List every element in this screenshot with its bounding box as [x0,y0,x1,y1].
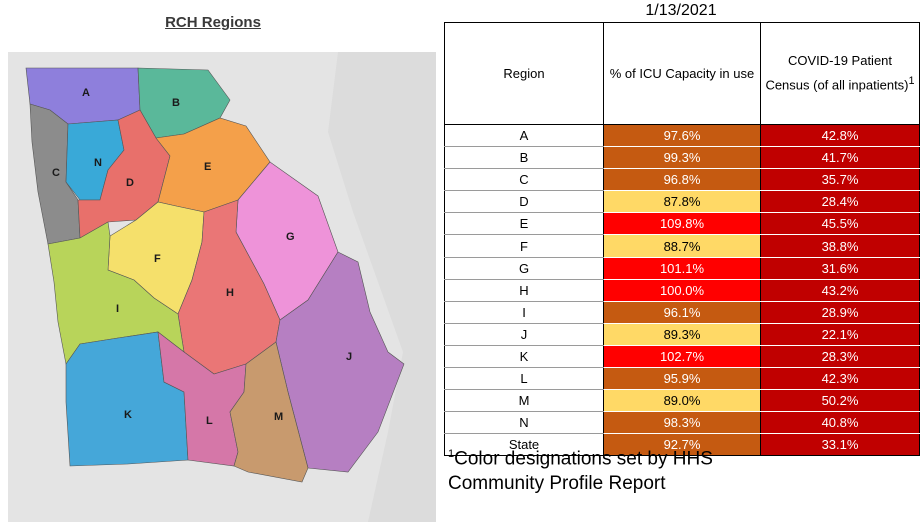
cell-icu: 109.8% [603,212,761,236]
cell-census: 41.7% [760,146,920,170]
cell-census: 42.8% [760,124,920,148]
cell-region: K [444,345,604,369]
region-label-D: D [126,177,134,189]
header-region: Region [444,22,604,125]
map-background-east [328,52,436,522]
cell-region: J [444,323,604,346]
cell-census: 33.1% [760,433,920,457]
cell-icu: 96.8% [603,168,761,192]
header-census-sup: 1 [908,75,915,88]
region-label-A: A [82,87,90,99]
cell-icu: 92.7% [603,433,761,457]
cell-region: H [444,279,604,302]
region-I [47,221,185,365]
region-label-M: M [274,411,283,423]
cell-icu: 88.7% [603,234,761,258]
cell-region: State [444,433,604,457]
cell-census: 28.9% [760,301,920,324]
region-label-H: H [226,287,234,299]
cell-census: 43.2% [760,279,920,302]
icu-capacity-table: Region % of ICU Capacity in use COVID-19… [444,22,920,457]
region-label-F: F [154,253,161,265]
cell-icu: 100.0% [603,279,761,302]
cell-region: I [444,301,604,324]
cell-census: 22.1% [760,323,920,346]
table-row: C 96.8% 35.7% [444,168,920,192]
region-label-J: J [346,351,352,363]
cell-icu: 89.0% [603,389,761,413]
region-label-C: C [52,167,60,179]
cell-icu: 101.1% [603,257,761,280]
cell-region: L [444,367,604,391]
table-body: A 97.6% 42.8% B 99.3% 41.7% C 96.8% 35.7% D 87.8% 2… [444,124,920,457]
cell-icu: 97.6% [603,124,761,148]
table-row: A 97.6% 42.8% [444,124,920,148]
header-census-text: COVID-19 Patient Census (of all inpatien… [765,53,909,93]
table-row: N 98.3% 40.8% [444,411,920,435]
cell-icu: 99.3% [603,146,761,170]
cell-region: F [444,234,604,258]
cell-region: D [444,190,604,214]
cell-census: 42.3% [760,367,920,391]
cell-census: 45.5% [760,212,920,236]
table-date: 1/13/2021 [645,2,717,19]
cell-icu: 96.1% [603,301,761,324]
footnote: 1Color designations set by HHS Community… [448,442,748,496]
cell-icu: 98.3% [603,411,761,435]
cell-region: A [444,124,604,148]
table-row: I 96.1% 28.9% [444,301,920,324]
cell-census: 40.8% [760,411,920,435]
georgia-region-map: A B C N D E G F H I J K L M [8,52,436,522]
region-label-B: B [172,97,180,109]
table-row: H 100.0% 43.2% [444,279,920,302]
cell-icu: 89.3% [603,323,761,346]
cell-census: 50.2% [760,389,920,413]
region-M [229,341,309,483]
table-row: G 101.1% 31.6% [444,257,920,280]
region-label-N: N [94,157,102,169]
cell-region: G [444,257,604,280]
table-row: L 95.9% 42.3% [444,367,920,391]
table-row: F 88.7% 38.8% [444,234,920,258]
cell-census: 28.3% [760,345,920,369]
cell-census: 28.4% [760,190,920,214]
region-label-L: L [206,415,213,427]
footnote-sup: 1 [448,448,455,460]
header-census: COVID-19 Patient Census (of all inpatien… [760,22,920,125]
cell-region: N [444,411,604,435]
region-label-G: G [286,231,295,243]
table-row: D 87.8% 28.4% [444,190,920,214]
table-row: K 102.7% 28.3% [444,345,920,369]
table-row: M 89.0% 50.2% [444,389,920,413]
cell-region: E [444,212,604,236]
region-label-E: E [204,161,211,173]
cell-region: C [444,168,604,192]
cell-region: M [444,389,604,413]
header-icu: % of ICU Capacity in use [603,22,761,125]
map-svg: A B C N D E G F H I J K L M [8,52,436,522]
region-label-K: K [124,409,132,421]
table-row: B 99.3% 41.7% [444,146,920,170]
cell-census: 35.7% [760,168,920,192]
table-row: J 89.3% 22.1% [444,323,920,346]
cell-icu: 95.9% [603,367,761,391]
map-title: RCH Regions [165,14,261,31]
table-row: E 109.8% 45.5% [444,212,920,236]
footnote-text: Color designations set by HHS Community … [448,448,713,495]
table-header-row: Region % of ICU Capacity in use COVID-19… [444,22,920,125]
cell-census: 38.8% [760,234,920,258]
cell-region: B [444,146,604,170]
cell-census: 31.6% [760,257,920,280]
region-label-I: I [116,303,119,315]
cell-icu: 102.7% [603,345,761,369]
cell-icu: 87.8% [603,190,761,214]
table-row-state: State 92.7% 33.1% [444,433,920,457]
